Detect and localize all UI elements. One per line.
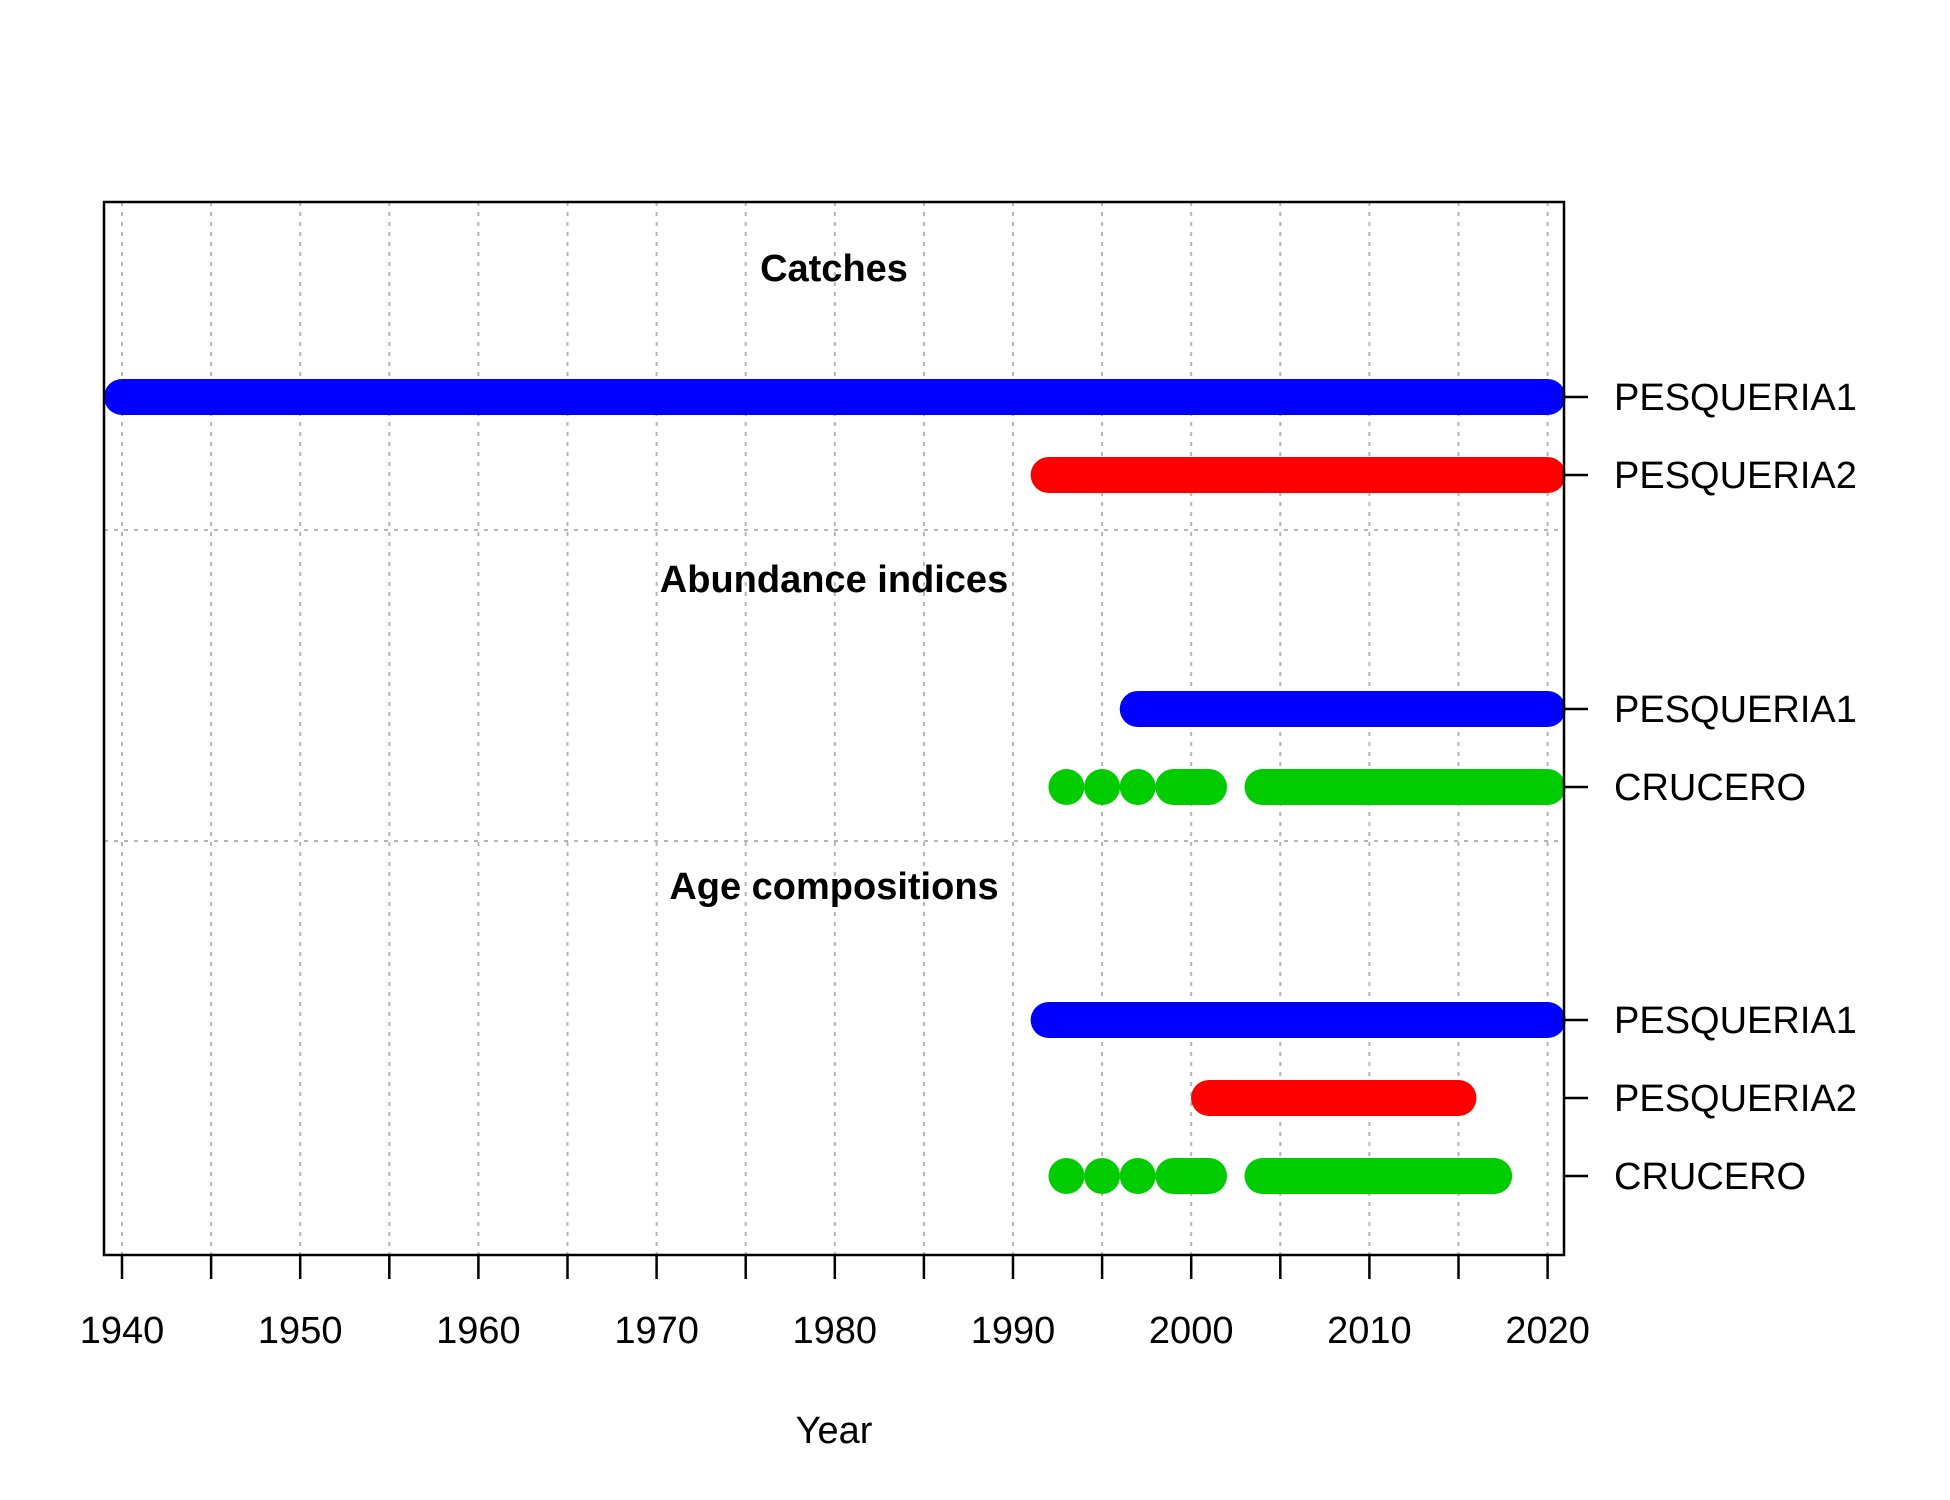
series-point (1048, 1158, 1085, 1194)
series-point (1119, 1158, 1156, 1194)
x-tick-label: 1960 (436, 1310, 521, 1352)
x-axis-label: Year (796, 1410, 873, 1452)
x-tick-label: 2010 (1327, 1310, 1412, 1352)
grid-layer (104, 202, 1564, 1255)
x-axis: 1940 1950 1960 1970 1980 1990 2000 2010 2020 (80, 1255, 1590, 1352)
bars-layer (104, 379, 1566, 1194)
x-tick-label: 1970 (614, 1310, 699, 1352)
series-point (1048, 769, 1085, 805)
x-tick-label: 2000 (1149, 1310, 1234, 1352)
series-label: PESQUERIA1 (1614, 689, 1857, 731)
x-tick-label: 1950 (258, 1310, 343, 1352)
labels-layer: Catches PESQUERIA1 PESQUERIA2 Abundance ind… (660, 248, 1857, 1198)
x-tick-label: 1980 (793, 1310, 878, 1352)
group-title: Abundance indices (660, 559, 1008, 601)
series-label: PESQUERIA1 (1614, 377, 1857, 419)
series-point (1084, 769, 1121, 805)
group-title: Catches (760, 248, 908, 290)
series-label: CRUCERO (1614, 1156, 1806, 1198)
series-label: PESQUERIA2 (1614, 1078, 1857, 1120)
series-label: PESQUERIA1 (1614, 1000, 1857, 1042)
x-tick-label: 1990 (971, 1310, 1056, 1352)
x-tick-label: 1940 (80, 1310, 165, 1352)
series-label: PESQUERIA2 (1614, 455, 1857, 497)
x-tick-label: 2020 (1505, 1310, 1590, 1352)
series-label: CRUCERO (1614, 767, 1806, 809)
series-point (1119, 769, 1156, 805)
group-title: Age compositions (669, 866, 998, 908)
series-point (1084, 1158, 1121, 1194)
